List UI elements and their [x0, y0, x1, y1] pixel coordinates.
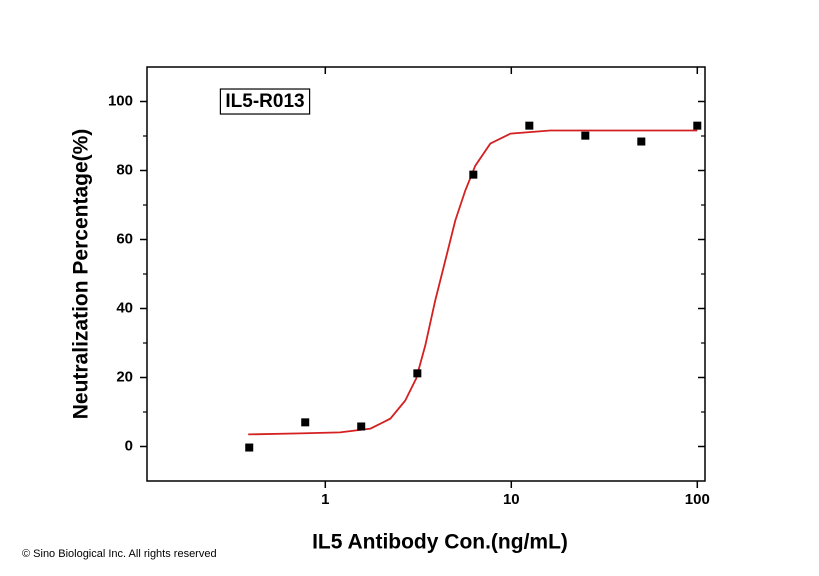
y-tick-label: 80 [116, 161, 133, 178]
data-point [469, 170, 478, 179]
y-tick-label: 40 [116, 299, 133, 316]
y-tick-label: 20 [116, 368, 133, 385]
data-point [357, 422, 366, 431]
plot-frame [146, 66, 706, 482]
annotation-box [219, 88, 311, 115]
footer: © Sino Biological Inc. All rights reserv… [22, 548, 217, 560]
annotation: IL5-R013 [225, 91, 304, 112]
data-point [245, 443, 254, 452]
data-point [693, 121, 702, 130]
data-point [581, 131, 590, 140]
x-axis-label: IL5 Antibody Con.(ng/mL) [312, 531, 568, 554]
data-point [413, 369, 422, 378]
y-axis-label: Neutralization Percentage(%) [70, 129, 93, 420]
y-tick-label: 100 [108, 92, 133, 109]
x-tick-label: 10 [503, 491, 520, 508]
data-point [301, 418, 310, 427]
data-point [637, 137, 646, 146]
x-tick-label: 1 [321, 491, 329, 508]
y-tick-label: 60 [116, 230, 133, 247]
y-tick-label: 0 [125, 437, 133, 454]
x-tick-label: 100 [685, 491, 710, 508]
data-point [525, 121, 534, 130]
